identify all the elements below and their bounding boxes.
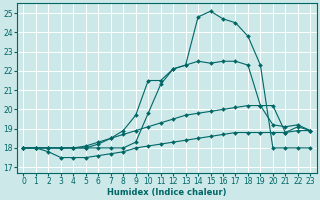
X-axis label: Humidex (Indice chaleur): Humidex (Indice chaleur)	[107, 188, 227, 197]
